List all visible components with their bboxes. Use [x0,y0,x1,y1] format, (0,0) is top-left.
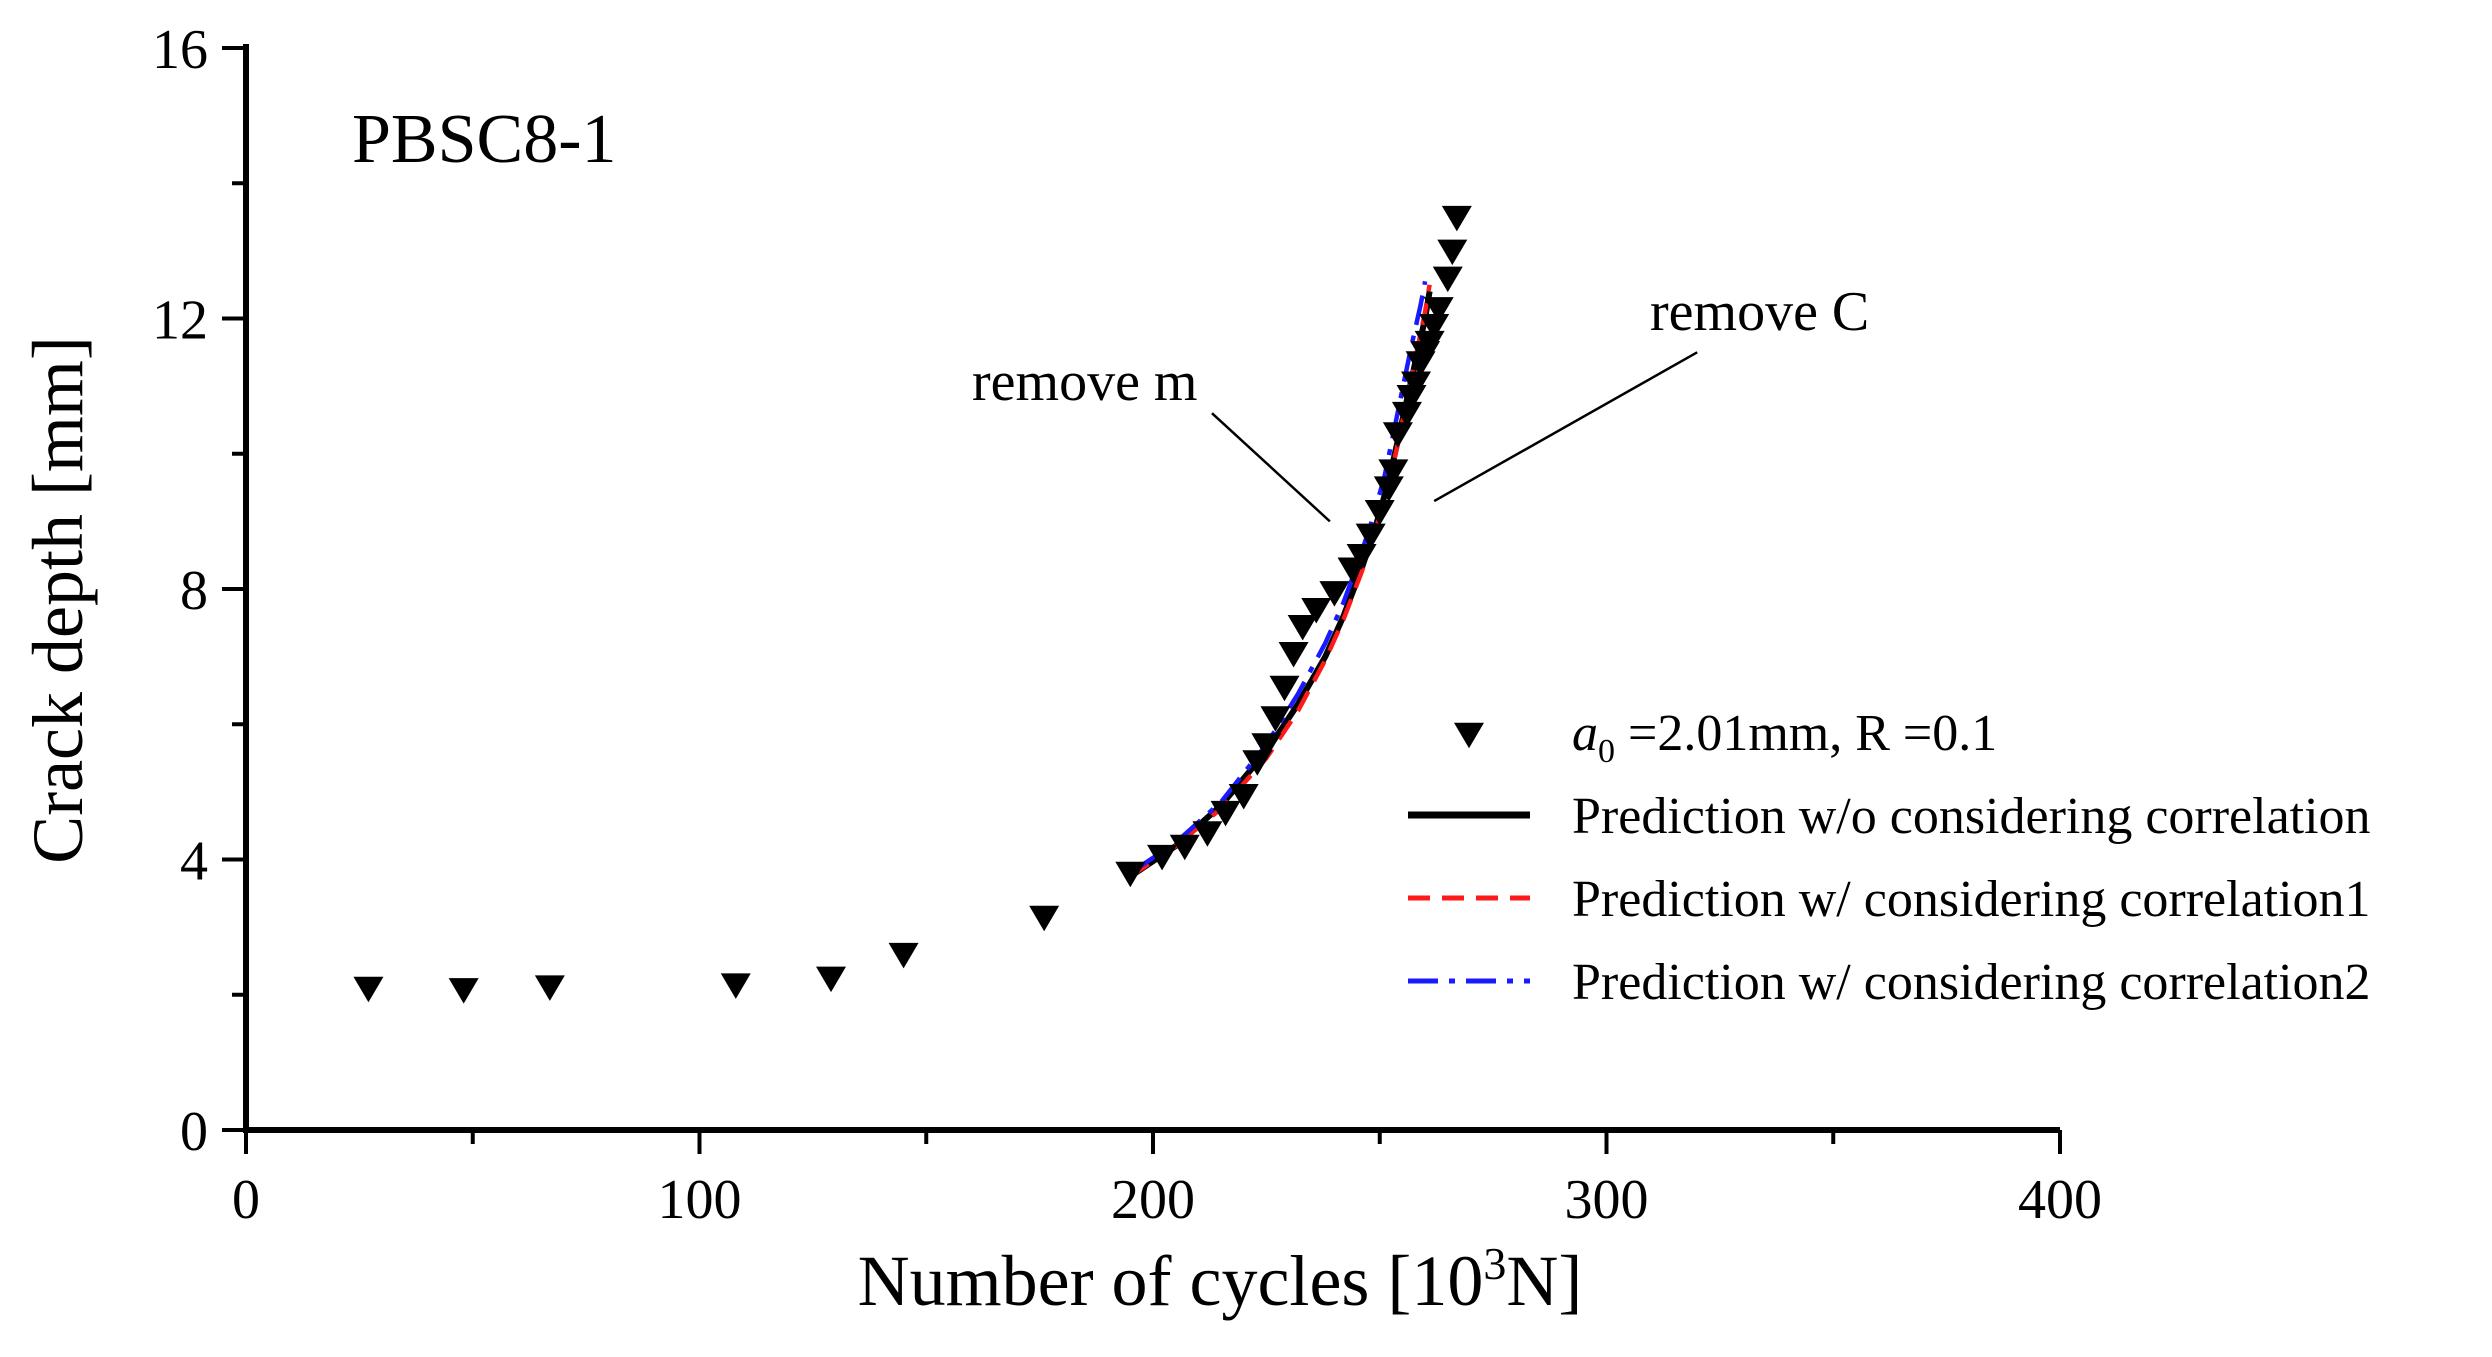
legend: a0 =2.01mm, R =0.1 Prediction w/o consid… [1408,705,2371,1011]
x-tick-label-200: 200 [1111,1169,1195,1231]
x-tick-label-100: 100 [658,1169,742,1231]
data-point-10 [1192,821,1223,847]
x-axis-title: Number of cycles [103N] [858,1238,1583,1321]
legend-swatches [1408,722,1530,984]
annotation-remove-c: remove C [1650,281,1869,343]
legend-label-a: a [1572,705,1598,762]
data-point-16 [1269,675,1300,702]
x-axis-title-superscript: 3 [1483,1238,1506,1289]
annotation-remove-m: remove m [972,351,1197,413]
data-point-34 [1419,314,1450,340]
data-point-6 [1029,905,1060,932]
data-point-33 [1414,330,1445,357]
data-point-28 [1391,401,1422,428]
x-axis-title-main: Number of cycles [10 [858,1241,1484,1321]
x-tick-label-300: 300 [1565,1169,1649,1231]
y-tick-label-8: 8 [180,560,208,622]
legend-label-line3: Prediction w/ considering correlation2 [1572,954,2371,1011]
data-layer [353,205,1698,1004]
data-point-4 [816,966,847,993]
data-point-15 [1260,706,1291,732]
data-point-8 [1147,844,1178,871]
y-tick-label-0: 0 [180,1101,208,1163]
data-point-36 [1432,266,1463,293]
legend-swatch-0 [1454,722,1484,749]
y-tick-label-4: 4 [180,831,208,893]
data-point-38 [1441,205,1472,232]
panel-label: PBSC8-1 [352,101,617,178]
data-point-3 [720,973,751,999]
data-point-23 [1355,523,1386,550]
data-point-26 [1378,459,1409,485]
data-point-27 [1382,422,1413,448]
data-point-25 [1373,476,1404,502]
data-point-24 [1364,499,1395,526]
data-point-17 [1278,641,1309,668]
axes-layer: 0 4 8 12 16 0 100 200 300 400 [152,19,2102,1231]
series-line-2 [1129,284,1432,879]
data-point-37 [1437,239,1468,266]
data-point-9 [1169,834,1200,861]
annotation-line-1 [1433,351,1698,503]
data-point-20 [1319,581,1350,607]
data-point-5 [888,942,919,969]
y-tick-label-16: 16 [152,19,208,81]
data-point-22 [1346,543,1377,570]
legend-label-line1: Prediction w/o considering correlation [1572,788,2371,845]
data-point-1 [448,978,479,1004]
data-point-2 [534,975,565,1001]
data-point-35 [1423,297,1454,323]
y-axis-title: Crack depth [mm] [18,336,98,864]
annotation-line-0 [1211,412,1331,523]
legend-label-experiment: a0 =2.01mm, R =0.1 [1572,705,1997,770]
data-point-14 [1251,733,1282,759]
data-point-30 [1401,371,1432,397]
data-point-0 [353,976,384,1003]
data-point-13 [1242,750,1273,776]
legend-label-subscript: 0 [1598,733,1615,770]
x-tick-label-400: 400 [2018,1169,2102,1231]
y-tick-label-12: 12 [152,290,208,352]
data-point-12 [1228,784,1259,810]
x-tick-label-0: 0 [232,1169,260,1231]
legend-label-rest: =2.01mm, R =0.1 [1615,705,1997,762]
data-point-19 [1301,598,1332,624]
legend-label-line2: Prediction w/ considering correlation1 [1572,871,2371,928]
data-point-18 [1287,614,1318,641]
data-point-11 [1210,800,1241,827]
x-axis-title-end: N] [1506,1241,1582,1321]
data-point-7 [1115,861,1146,888]
